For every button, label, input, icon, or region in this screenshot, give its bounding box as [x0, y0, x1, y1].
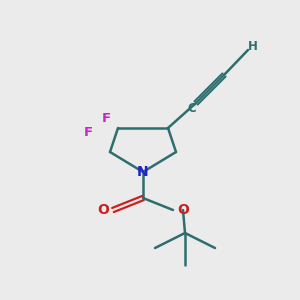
Text: N: N — [137, 165, 149, 179]
Text: F: F — [83, 127, 93, 140]
Text: F: F — [101, 112, 111, 124]
Text: O: O — [177, 203, 189, 217]
Text: O: O — [97, 203, 109, 217]
Text: C: C — [188, 101, 196, 115]
Text: H: H — [248, 40, 258, 53]
